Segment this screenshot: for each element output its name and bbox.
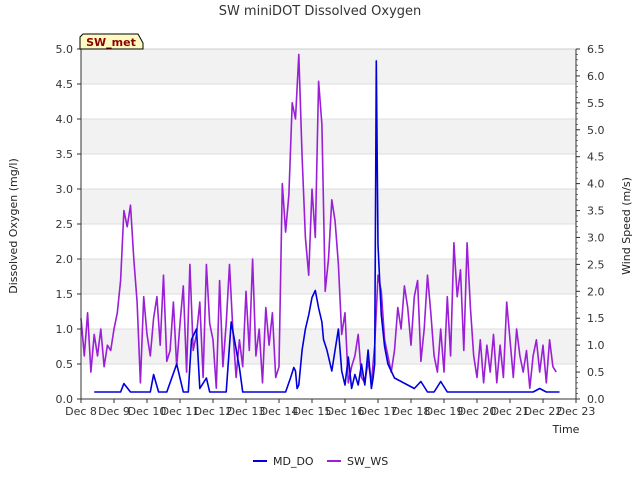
right-axis-tick-label: 6.0 bbox=[587, 70, 605, 83]
legend-label-md-do: MD_DO bbox=[273, 455, 314, 468]
background-band bbox=[81, 154, 576, 189]
x-axis-tick-label: Dec 18 bbox=[392, 405, 431, 418]
left-axis-tick-label: 1.0 bbox=[56, 323, 74, 336]
right-axis-tick-label: 2.0 bbox=[587, 285, 605, 298]
x-axis-tick-label: Dec 13 bbox=[227, 405, 266, 418]
series-line-md-do bbox=[94, 60, 560, 393]
x-axis-tick-label: Dec 21 bbox=[491, 405, 530, 418]
left-axis-tick-label: 2.0 bbox=[56, 253, 74, 266]
background-band bbox=[81, 189, 576, 224]
right-axis-tick-label: 1.5 bbox=[587, 312, 605, 325]
series-line-sw-ws bbox=[80, 53, 557, 390]
right-axis-title: Wind Speed (m/s) bbox=[620, 177, 633, 275]
left-axis-tick-label: 5.0 bbox=[56, 43, 74, 56]
site-tag-box bbox=[79, 33, 144, 50]
right-axis-tick-label: 5.5 bbox=[587, 97, 605, 110]
left-axis-tick-label: 4.0 bbox=[56, 113, 74, 126]
left-axis-tick-label: 3.5 bbox=[56, 148, 74, 161]
x-axis-tick-label: Dec 17 bbox=[359, 405, 398, 418]
x-axis-tick-label: Dec 20 bbox=[458, 405, 497, 418]
series-layer bbox=[80, 53, 560, 393]
right-axis-tick-label: 2.5 bbox=[587, 258, 605, 271]
right-axis-tick-label: 0.0 bbox=[587, 393, 605, 406]
x-axis-tick-label: Dec 16 bbox=[326, 405, 365, 418]
left-axis-tick-label: 4.5 bbox=[56, 78, 74, 91]
background-band bbox=[81, 49, 576, 84]
background-band bbox=[81, 119, 576, 154]
x-axis-tick-label: Dec 11 bbox=[161, 405, 200, 418]
legend: MD_DO SW_WS bbox=[253, 455, 388, 468]
right-axis-tick-label: 1.0 bbox=[587, 339, 605, 352]
x-axis-tick-label: Dec 12 bbox=[194, 405, 233, 418]
right-axis: 0.0 0.5 1.0 1.5 2.0 2.5 3.0 3.5 4.0 4.5 5.0 5.5 6.0 6… bbox=[575, 43, 605, 406]
site-tag-label: SW_met bbox=[86, 36, 136, 49]
right-axis-tick-label: 4.0 bbox=[587, 178, 605, 191]
x-axis-tick-label: Dec 22 bbox=[524, 405, 563, 418]
left-axis-tick-label: 0.0 bbox=[56, 393, 74, 406]
left-axis: 0.0 0.5 1.0 1.5 2.0 2.5 3.0 3.5 4.0 4.5 5.0 bbox=[56, 43, 82, 406]
right-axis-tick-label: 6.5 bbox=[587, 43, 605, 56]
legend-label-sw-ws: SW_WS bbox=[347, 455, 388, 468]
left-axis-tick-label: 0.5 bbox=[56, 358, 74, 371]
x-axis-tick-label: Dec 8 bbox=[65, 405, 97, 418]
left-axis-tick-label: 1.5 bbox=[56, 288, 74, 301]
background-band bbox=[81, 364, 576, 399]
left-axis-tick-label: 3.0 bbox=[56, 183, 74, 196]
right-axis-tick-label: 3.0 bbox=[587, 231, 605, 244]
x-axis-tick-label: Dec 19 bbox=[425, 405, 464, 418]
x-axis-tick-label: Dec 23 bbox=[557, 405, 596, 418]
right-axis-tick-label: 5.0 bbox=[587, 124, 605, 137]
x-axis-tick-label: Dec 9 bbox=[98, 405, 130, 418]
site-tag: SW_met bbox=[79, 33, 144, 50]
x-axis-tick-label: Dec 10 bbox=[128, 405, 167, 418]
right-axis-tick-label: 3.5 bbox=[587, 205, 605, 218]
right-axis-tick-label: 4.5 bbox=[587, 151, 605, 164]
x-axis-tick-label: Dec 15 bbox=[293, 405, 332, 418]
x-axis-tick-label: Dec 14 bbox=[260, 405, 299, 418]
left-axis-title: Dissolved Oxygen (mg/l) bbox=[7, 158, 20, 293]
left-axis-tick-label: 2.5 bbox=[56, 218, 74, 231]
chart-title: SW miniDOT Dissolved Oxygen bbox=[219, 4, 422, 19]
x-axis-title: Time bbox=[552, 423, 580, 436]
right-axis-tick-label: 0.5 bbox=[587, 366, 605, 379]
background-band bbox=[81, 294, 576, 329]
background-bands bbox=[81, 49, 576, 399]
background-band bbox=[81, 84, 576, 119]
